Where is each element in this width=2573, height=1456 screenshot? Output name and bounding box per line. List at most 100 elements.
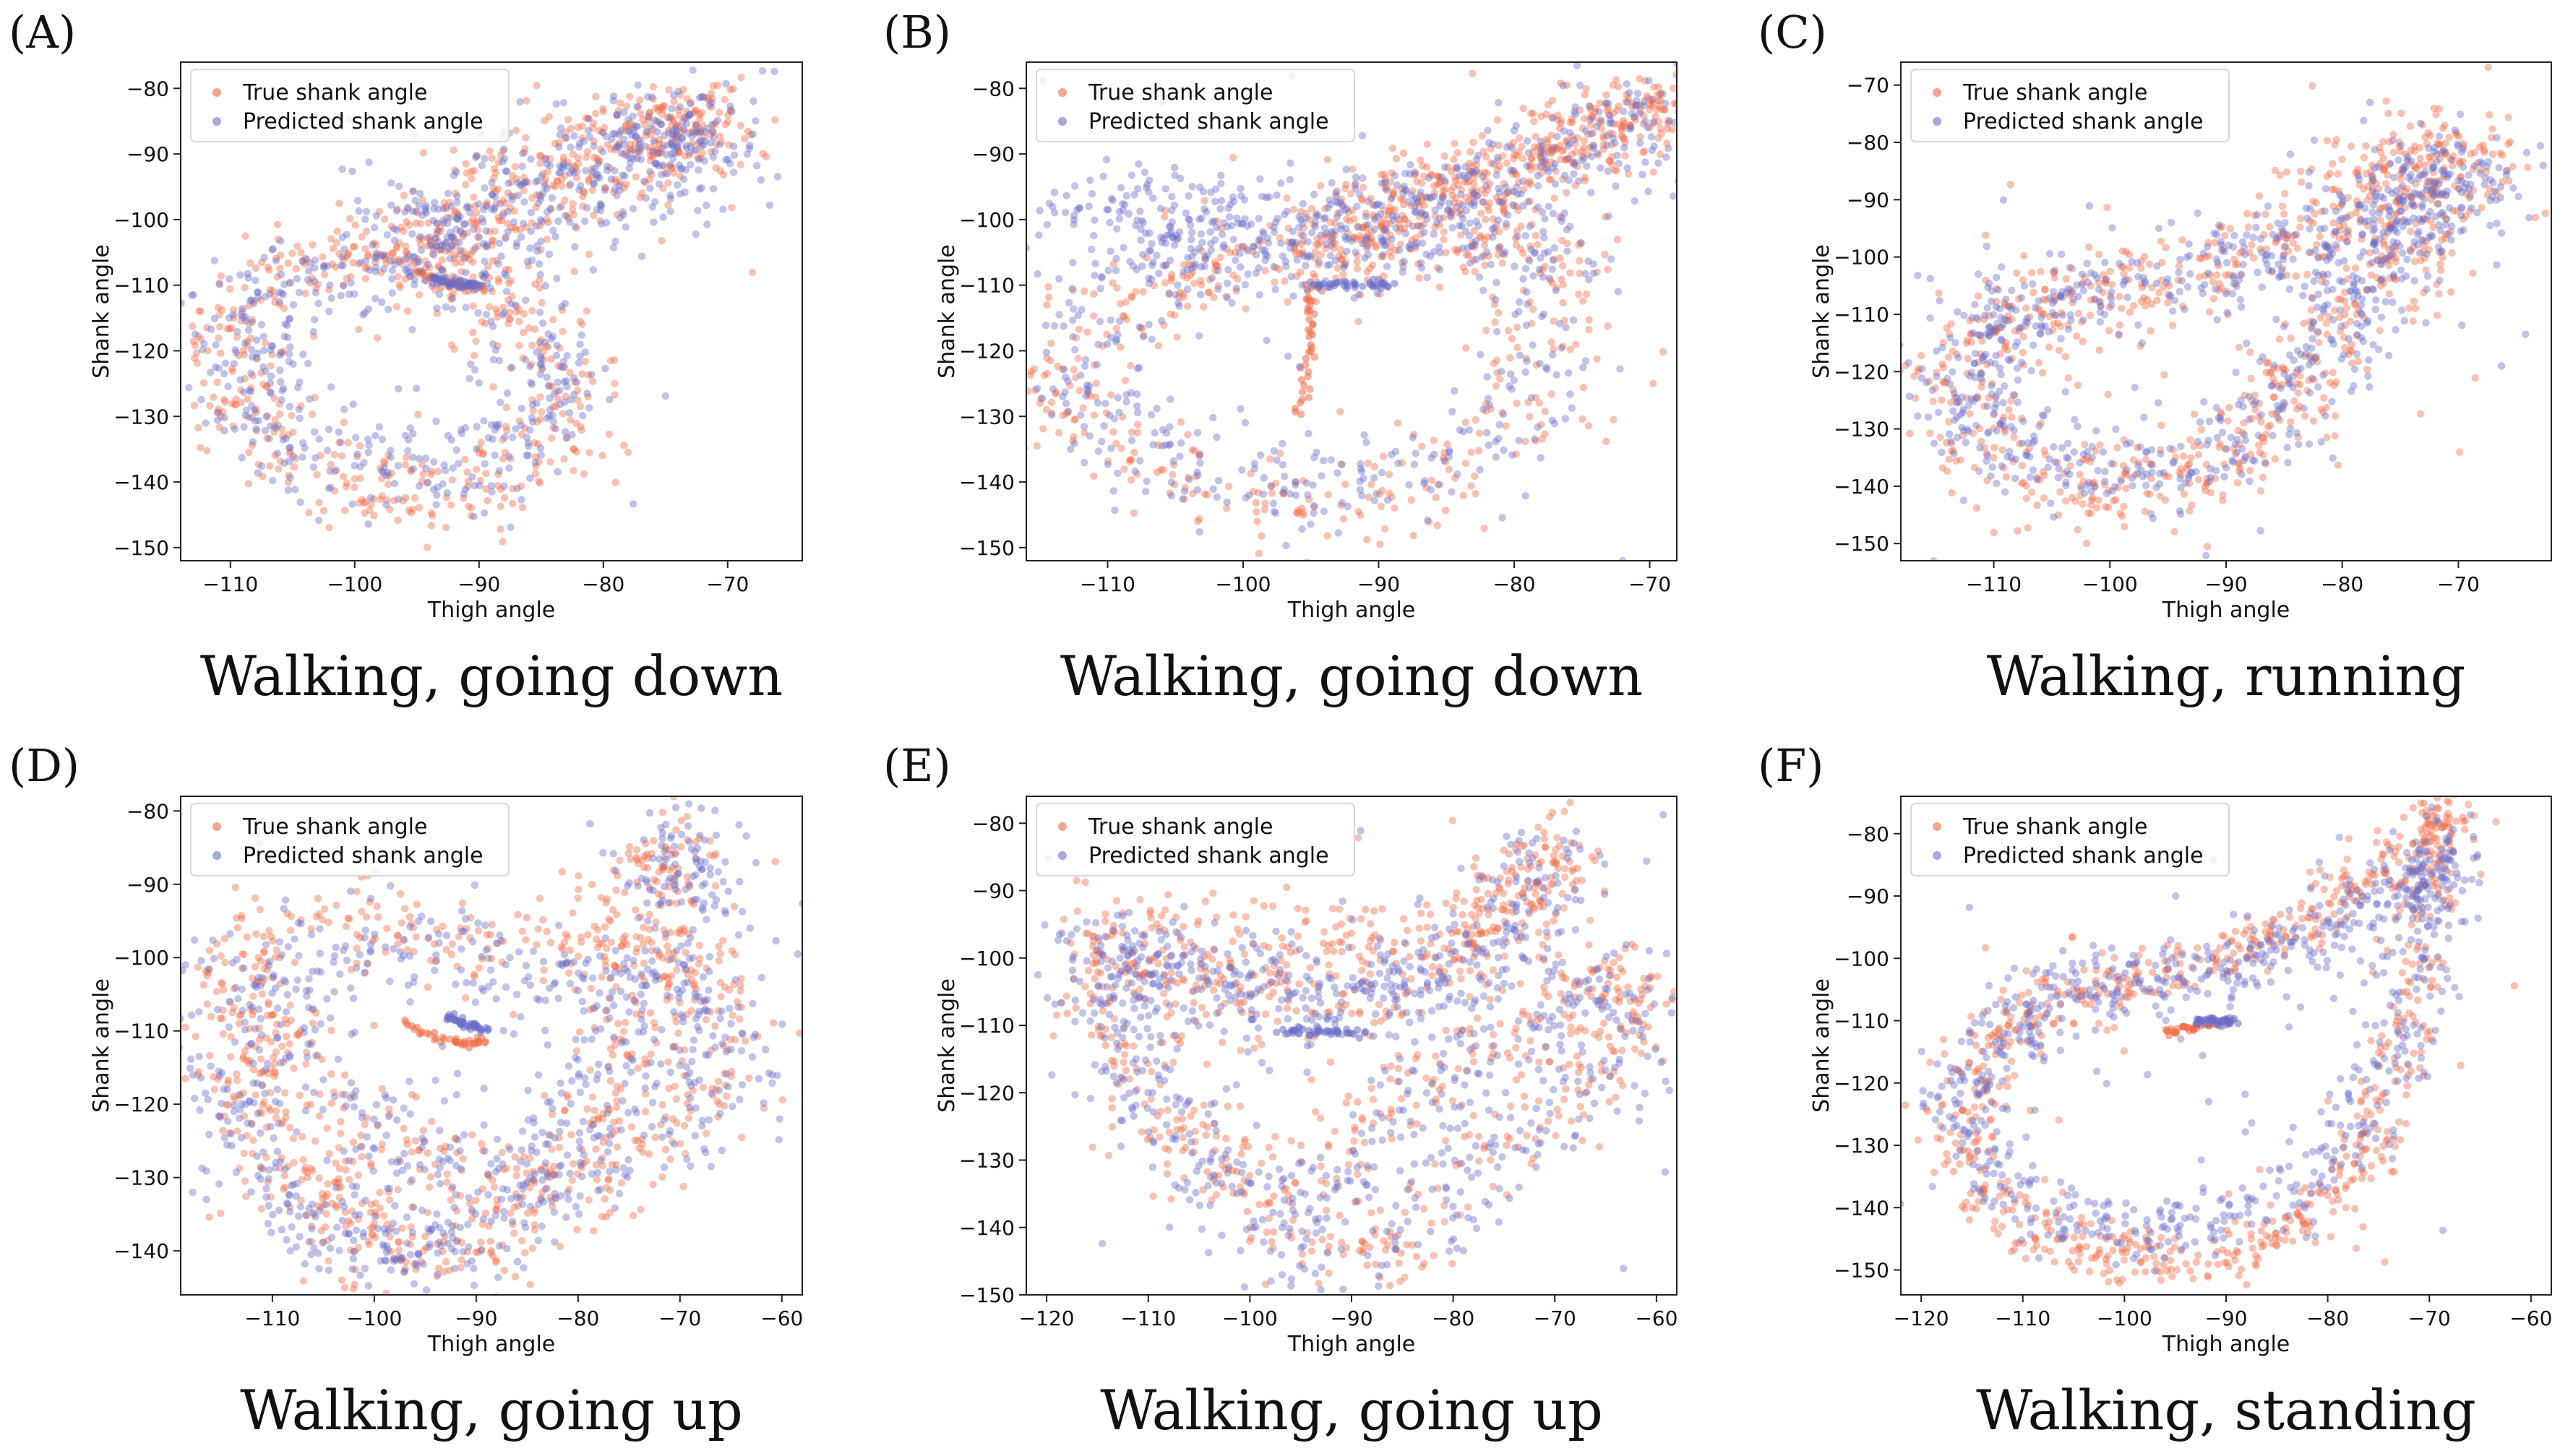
point-predicted — [520, 179, 528, 187]
point-predicted — [221, 359, 230, 367]
point-true — [1526, 165, 1535, 174]
point-predicted — [422, 455, 430, 462]
point-true — [666, 163, 674, 171]
point-predicted — [697, 184, 705, 192]
point-true — [434, 262, 442, 270]
point-predicted — [528, 413, 536, 422]
point-predicted — [239, 304, 246, 313]
point-predicted — [377, 467, 386, 475]
point-true — [467, 250, 475, 258]
point-true — [1509, 166, 1517, 175]
point-true — [1388, 493, 1396, 501]
point-true — [1672, 100, 1677, 108]
point-true — [1498, 408, 1506, 417]
point-true — [1474, 191, 1482, 199]
point-predicted — [1165, 223, 1174, 231]
point-true — [1160, 213, 1169, 221]
point-true — [191, 354, 199, 362]
point-true — [210, 393, 218, 401]
point-true — [497, 485, 505, 494]
point-true — [1112, 439, 1120, 447]
point-true — [1480, 168, 1489, 176]
point-predicted — [325, 484, 333, 493]
point-true — [1343, 215, 1351, 223]
point-true — [493, 313, 502, 321]
point-predicted — [214, 408, 222, 417]
point-predicted — [1494, 434, 1503, 443]
point-true — [1044, 293, 1053, 301]
point-true — [1448, 206, 1456, 215]
point-true — [1398, 459, 1406, 467]
point-predicted — [676, 165, 684, 173]
point-true — [1341, 184, 1349, 193]
point-true — [1354, 507, 1362, 516]
point-true — [1636, 107, 1644, 115]
panel-caption: Walking, going down — [1060, 644, 1644, 708]
point-true — [481, 319, 489, 327]
point-predicted — [635, 144, 643, 152]
point-predicted — [1270, 508, 1279, 516]
point-predicted — [286, 343, 294, 351]
point-true — [1465, 167, 1474, 175]
point-predicted — [522, 178, 531, 186]
point-true — [418, 196, 426, 204]
point-true — [726, 107, 734, 116]
point-predicted — [1479, 198, 1487, 206]
point-predicted — [520, 198, 528, 206]
point-true — [387, 469, 395, 477]
point-true — [1557, 79, 1565, 87]
point-true — [1027, 368, 1036, 376]
point-true — [523, 223, 531, 231]
point-true — [1524, 255, 1533, 263]
point-predicted — [643, 92, 652, 101]
point-true — [1222, 292, 1230, 301]
point-true — [1370, 213, 1378, 221]
point-predicted — [266, 379, 275, 387]
point-true — [1582, 290, 1591, 298]
point-predicted — [439, 278, 448, 286]
point-predicted — [536, 216, 545, 224]
point-true — [582, 153, 590, 161]
point-true — [1198, 281, 1206, 289]
point-true — [1503, 159, 1511, 167]
point-true — [1055, 428, 1063, 437]
point-predicted — [405, 251, 413, 259]
point-predicted — [541, 182, 549, 190]
point-predicted — [536, 191, 544, 199]
point-true — [499, 147, 507, 155]
point-predicted — [1522, 321, 1530, 329]
point-true — [1451, 164, 1460, 172]
point-true — [531, 325, 539, 333]
point-true — [520, 149, 528, 157]
point-predicted — [519, 220, 528, 228]
point-true — [1222, 245, 1231, 253]
point-true — [403, 249, 411, 257]
point-true — [1069, 437, 1077, 445]
point-predicted — [311, 277, 319, 285]
point-true — [280, 304, 288, 312]
point-true — [1506, 354, 1514, 362]
point-true — [488, 288, 497, 296]
point-true — [1548, 147, 1557, 155]
point-predicted — [679, 125, 687, 133]
point-true — [404, 205, 412, 213]
point-true — [1640, 112, 1648, 120]
point-true — [293, 242, 301, 250]
point-predicted — [252, 353, 261, 362]
point-predicted — [1570, 170, 1578, 178]
point-true — [314, 280, 322, 288]
point-predicted — [544, 382, 553, 390]
point-true — [1410, 431, 1418, 439]
point-true — [1537, 146, 1545, 154]
point-predicted — [1332, 192, 1340, 200]
point-true — [559, 410, 567, 418]
point-predicted — [667, 105, 676, 113]
point-true — [1441, 178, 1449, 186]
point-predicted — [1614, 288, 1623, 296]
point-true — [1127, 293, 1135, 301]
point-true — [1417, 230, 1425, 238]
point-true — [217, 272, 225, 280]
point-true — [261, 339, 270, 347]
point-true — [245, 448, 253, 457]
point-true — [1456, 199, 1464, 207]
